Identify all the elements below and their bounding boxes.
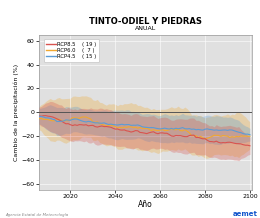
- Text: ANUAL: ANUAL: [135, 26, 156, 31]
- Text: aemet: aemet: [232, 211, 257, 217]
- Legend: RCP8.5    ( 19 ), RCP6.0    (  7 ), RCP4.5    ( 15 ): RCP8.5 ( 19 ), RCP6.0 ( 7 ), RCP4.5 ( 15…: [44, 39, 99, 62]
- X-axis label: Año: Año: [138, 200, 153, 209]
- Y-axis label: Cambio de la precipitación (%): Cambio de la precipitación (%): [14, 64, 19, 161]
- Title: TINTO-ODIEL Y PIEDRAS: TINTO-ODIEL Y PIEDRAS: [89, 17, 202, 26]
- Text: Agencia Estatal de Meteorología: Agencia Estatal de Meteorología: [5, 213, 68, 217]
